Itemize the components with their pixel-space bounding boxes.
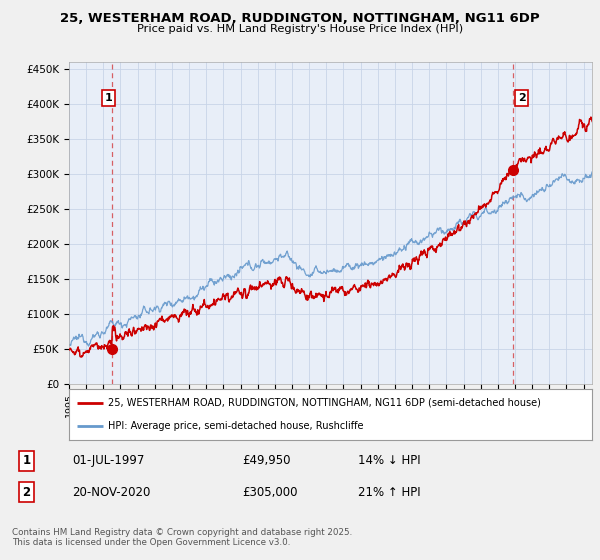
Text: 2: 2 xyxy=(518,93,526,103)
Text: HPI: Average price, semi-detached house, Rushcliffe: HPI: Average price, semi-detached house,… xyxy=(108,421,364,431)
Text: Contains HM Land Registry data © Crown copyright and database right 2025.
This d: Contains HM Land Registry data © Crown c… xyxy=(12,528,352,547)
Text: 1: 1 xyxy=(22,454,31,468)
Text: 01-JUL-1997: 01-JUL-1997 xyxy=(73,454,145,468)
Text: 2: 2 xyxy=(22,486,31,499)
Text: 21% ↑ HPI: 21% ↑ HPI xyxy=(358,486,420,499)
Text: 14% ↓ HPI: 14% ↓ HPI xyxy=(358,454,420,468)
Text: 1: 1 xyxy=(104,93,112,103)
Text: 20-NOV-2020: 20-NOV-2020 xyxy=(73,486,151,499)
Text: £49,950: £49,950 xyxy=(242,454,291,468)
Text: Price paid vs. HM Land Registry's House Price Index (HPI): Price paid vs. HM Land Registry's House … xyxy=(137,24,463,34)
Text: 25, WESTERHAM ROAD, RUDDINGTON, NOTTINGHAM, NG11 6DP (semi-detached house): 25, WESTERHAM ROAD, RUDDINGTON, NOTTINGH… xyxy=(108,398,541,408)
Text: £305,000: £305,000 xyxy=(242,486,298,499)
Text: 25, WESTERHAM ROAD, RUDDINGTON, NOTTINGHAM, NG11 6DP: 25, WESTERHAM ROAD, RUDDINGTON, NOTTINGH… xyxy=(60,12,540,25)
